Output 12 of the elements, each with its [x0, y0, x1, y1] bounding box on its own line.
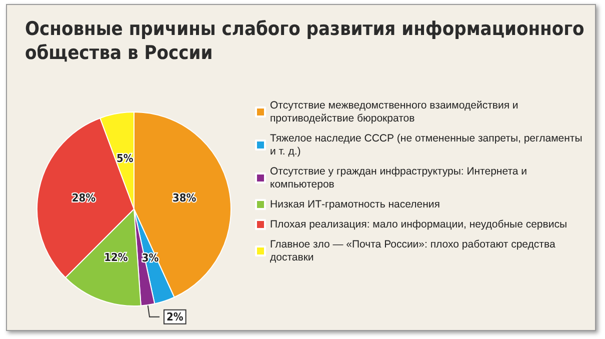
legend-label: Тяжелое наследие СССР (не отмененные запреты, регламенты и т. д.)	[270, 132, 586, 158]
legend-label: Главное зло — «Почта России»: плохо работают средства доставки	[270, 238, 558, 264]
data-label: 5%	[116, 152, 134, 165]
legend-label: Отсутствие межведомственного взаимодействия и противодействие бюрократов	[270, 100, 522, 124]
legend-label: Плохая реализация: мало информации, неудобные сервисы	[270, 218, 568, 230]
legend-label: Отсутствие у граждан инфраструктуры: Интернета и компьютеров	[270, 166, 530, 190]
chart-title: Основные причины слабого развития информационного общества в России	[25, 18, 585, 64]
data-label: 38%	[172, 192, 196, 205]
data-label: 28%	[72, 192, 96, 205]
data-label: 12%	[104, 250, 128, 264]
data-label: 2%	[166, 310, 184, 324]
legend-label: Низкая ИТ-грамотность населения	[270, 198, 440, 210]
